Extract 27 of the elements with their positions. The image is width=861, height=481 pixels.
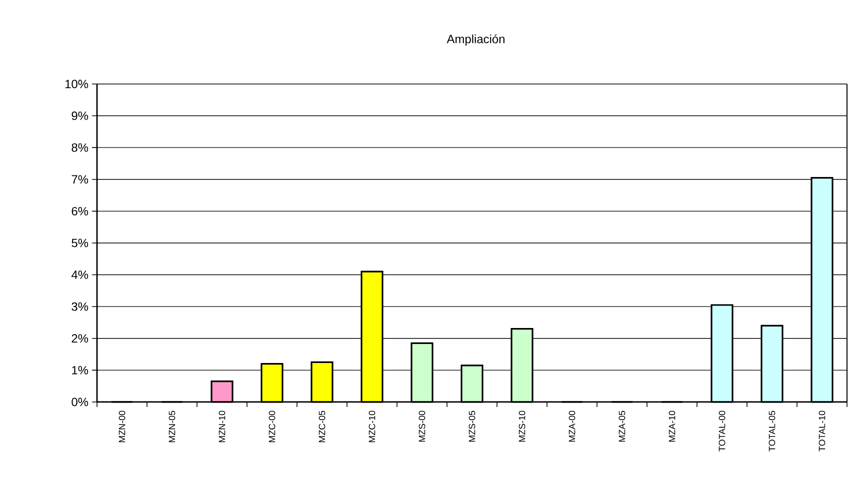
y-tick-label: 5% [72,238,88,248]
y-tick-label: 1% [72,366,88,374]
x-tick-label: TOTAL-10 [818,410,826,452]
x-tick-label: MZS-10 [518,410,526,442]
y-tick-label: 7% [72,175,88,184]
x-tick-label: MZS-05 [468,410,476,442]
y-tick-label: 0% [72,398,88,406]
y-tick-label: 3% [72,302,88,311]
chart-title: Ampliación [446,34,504,46]
x-tick-label: MZC-00 [268,410,276,442]
x-tick-label: MZA-00 [568,410,576,442]
x-tick-label: MZA-05 [618,410,626,442]
y-tick-label: 9% [72,112,88,120]
y-tick-label: 8% [72,143,88,152]
x-tick-label: MZC-05 [318,410,326,442]
x-tick-label: MZN-10 [218,410,226,442]
x-tick-label: MZN-05 [168,410,176,442]
x-tick-label: MZA-10 [668,410,676,442]
y-tick-label: 10% [65,80,88,88]
x-tick-label: MZN-00 [118,410,126,442]
x-tick-label: MZC-10 [368,410,376,442]
x-tick-label: TOTAL-05 [768,410,776,452]
y-tick-label: 6% [72,206,88,216]
x-tick-label: MZS-00 [418,410,426,442]
y-tick-label: 2% [72,334,88,343]
y-tick-label: 4% [71,270,88,279]
x-tick-label: TOTAL-00 [718,410,726,452]
